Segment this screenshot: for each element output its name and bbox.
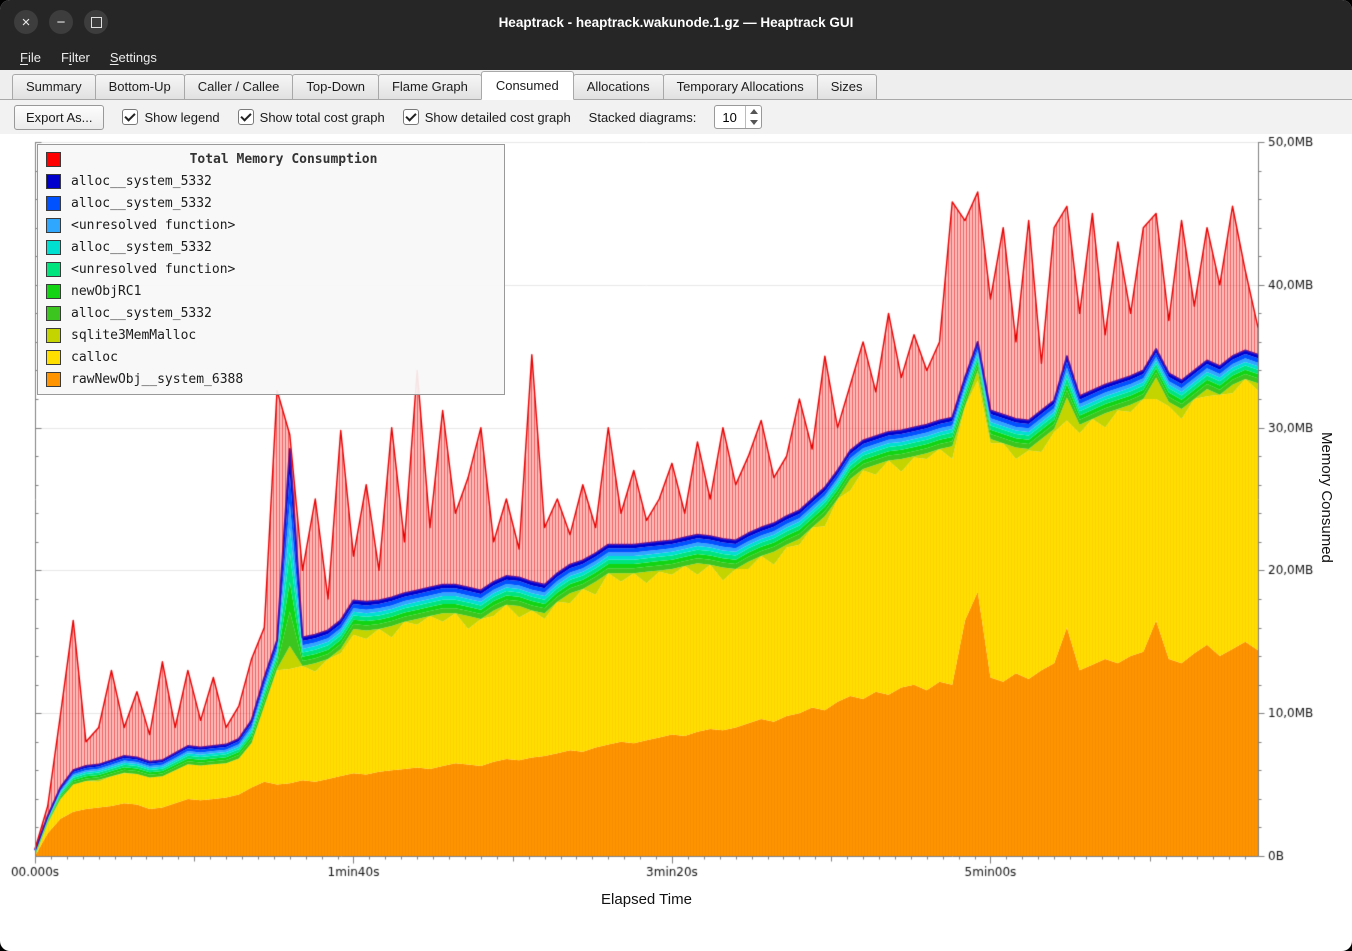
legend-color-swatch xyxy=(46,305,61,321)
checkbox-icon xyxy=(122,109,139,125)
toolbar-checkboxes: Show legend Show total cost graph Show det… xyxy=(122,109,571,125)
minimize-icon: − xyxy=(56,13,66,31)
tab-top-down[interactable]: Top-Down xyxy=(292,74,379,100)
legend-color-swatch xyxy=(46,239,61,255)
legend-color-swatch xyxy=(46,283,61,299)
tab-sizes[interactable]: Sizes xyxy=(816,74,877,100)
stacked-diagrams-label: Stacked diagrams: xyxy=(588,109,697,125)
legend-item: sqlite3MemMalloc xyxy=(38,324,504,346)
legend-item: alloc__system_5332 xyxy=(38,302,504,324)
legend-label: newObjRC1 xyxy=(71,283,142,299)
window-controls: × − xyxy=(14,10,108,34)
legend-label: sqlite3MemMalloc xyxy=(71,327,197,343)
tab-summary[interactable]: Summary xyxy=(12,74,96,100)
legend-label: alloc__system_5332 xyxy=(71,195,212,211)
stacked-diagrams-spinbox[interactable]: 10 xyxy=(714,105,763,129)
legend-color-swatch xyxy=(46,371,61,387)
spin-down-icon xyxy=(749,120,758,125)
spinbox-arrows xyxy=(745,106,761,128)
legend-color-swatch xyxy=(46,349,61,365)
legend-label: <unresolved function> xyxy=(71,261,236,277)
x-axis-title: Elapsed Time xyxy=(601,891,692,908)
spin-up-icon xyxy=(749,109,758,114)
export-as-button[interactable]: Export As... xyxy=(14,104,105,130)
checkbox-show-total-cost-graph[interactable]: Show total cost graph xyxy=(237,109,385,125)
legend-color-swatch xyxy=(46,195,61,211)
y-axis-title: Memory Consumed xyxy=(1318,432,1335,563)
legend-color-swatch xyxy=(46,217,61,233)
menu-item-filter[interactable]: Filter xyxy=(60,49,90,65)
chart-legend: Total Memory Consumption alloc__system_53… xyxy=(37,144,505,395)
legend-item: alloc__system_5332 xyxy=(38,236,504,258)
checkbox-icon xyxy=(237,109,254,125)
maximize-button[interactable] xyxy=(84,10,108,34)
menu-item-settings[interactable]: Settings xyxy=(109,49,157,65)
menu-item-file[interactable]: File xyxy=(20,49,41,65)
legend-label: Total Memory Consumption xyxy=(189,151,378,167)
tab-caller-callee[interactable]: Caller / Callee xyxy=(183,74,294,100)
close-button[interactable]: × xyxy=(14,10,38,34)
legend-label: <unresolved function> xyxy=(71,217,236,233)
legend-item: alloc__system_5332 xyxy=(38,170,504,192)
tab-allocations[interactable]: Allocations xyxy=(572,74,664,100)
menu-bar: File Filter Settings xyxy=(0,44,1352,70)
legend-item: alloc__system_5332 xyxy=(38,192,504,214)
legend-item: rawNewObj__system_6388 xyxy=(38,368,504,390)
tab-consumed[interactable]: Consumed xyxy=(480,71,574,100)
tab-temporary-allocations[interactable]: Temporary Allocations xyxy=(662,74,818,100)
legend-label: alloc__system_5332 xyxy=(71,173,212,189)
legend-item: newObjRC1 xyxy=(38,280,504,302)
legend-label: calloc xyxy=(71,349,118,365)
checkbox-label: Show legend xyxy=(144,109,220,125)
checkbox-label: Show detailed cost graph xyxy=(424,109,571,125)
minimize-button[interactable]: − xyxy=(49,10,73,34)
legend-label: alloc__system_5332 xyxy=(71,239,212,255)
legend-color-swatch xyxy=(46,261,61,277)
spin-up-button[interactable] xyxy=(746,106,761,117)
titlebar[interactable]: × − Heaptrack - heaptrack.wakunode.1.gz … xyxy=(0,0,1352,44)
toolbar: Export As... Show legend Show total cost … xyxy=(0,100,1352,134)
legend-label: rawNewObj__system_6388 xyxy=(71,371,244,387)
tab-flame-graph[interactable]: Flame Graph xyxy=(377,74,482,100)
legend-color-swatch xyxy=(46,327,61,343)
legend-item: calloc xyxy=(38,346,504,368)
window-title: Heaptrack - heaptrack.wakunode.1.gz — He… xyxy=(498,14,854,30)
checkbox-show-legend[interactable]: Show legend xyxy=(122,109,220,125)
checkbox-show-detailed-cost-graph[interactable]: Show detailed cost graph xyxy=(402,109,571,125)
stacked-diagrams-value: 10 xyxy=(722,109,737,125)
close-icon: × xyxy=(21,13,31,31)
tab-bar: Summary Bottom-Up Caller / Callee Top-Down F… xyxy=(0,70,1352,100)
legend-label: alloc__system_5332 xyxy=(71,305,212,321)
legend-color-swatch xyxy=(46,173,61,189)
maximize-icon xyxy=(90,16,102,28)
tab-bottom-up[interactable]: Bottom-Up xyxy=(94,74,185,100)
legend-item: <unresolved function> xyxy=(38,214,504,236)
legend-item: <unresolved function> xyxy=(38,258,504,280)
legend-title-row: Total Memory Consumption xyxy=(38,148,504,170)
checkbox-icon xyxy=(402,109,419,125)
checkbox-label: Show total cost graph xyxy=(259,109,385,125)
spin-down-button[interactable] xyxy=(746,117,761,128)
legend-color-swatch xyxy=(46,151,61,167)
chart-panel: Total Memory Consumption alloc__system_53… xyxy=(8,134,1344,943)
